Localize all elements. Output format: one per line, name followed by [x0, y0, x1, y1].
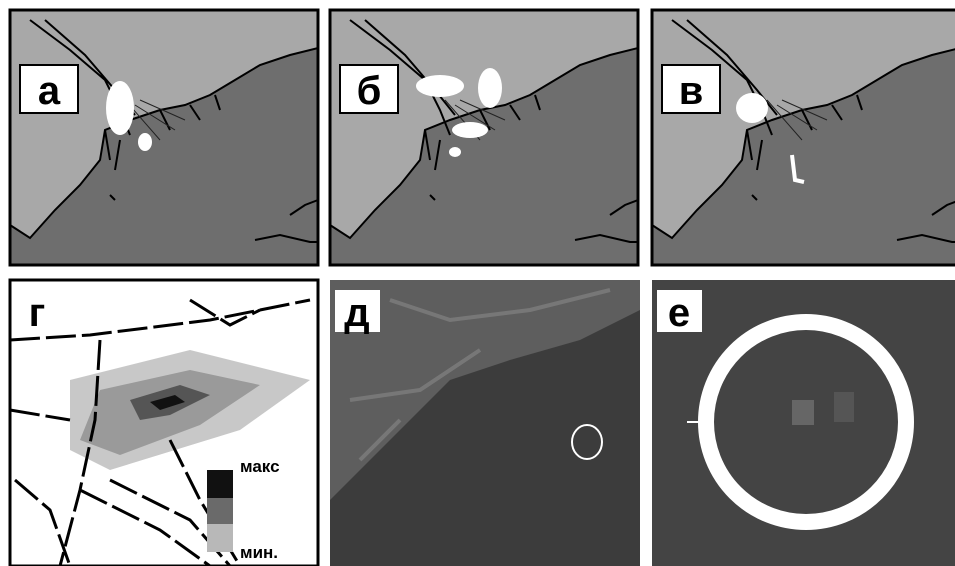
panel-label: в [679, 69, 704, 113]
panel-d: д [330, 280, 640, 566]
panel-g: макс мин. г [10, 280, 318, 566]
legend-max: макс [240, 457, 280, 476]
panel-label: б [357, 69, 382, 113]
blob [138, 133, 152, 151]
panel-label: е [668, 291, 690, 335]
panel-label: г [29, 291, 46, 335]
panel-a: а [10, 10, 318, 265]
panel-b: б [330, 10, 638, 265]
legend-min: мин. [240, 543, 278, 562]
panel-e: е [652, 280, 955, 566]
blob [106, 81, 134, 135]
panel-label: а [38, 69, 61, 113]
figure: а б в макс мин. г д [0, 0, 955, 566]
panel-label: д [344, 291, 369, 335]
panel-v: в [652, 10, 955, 265]
